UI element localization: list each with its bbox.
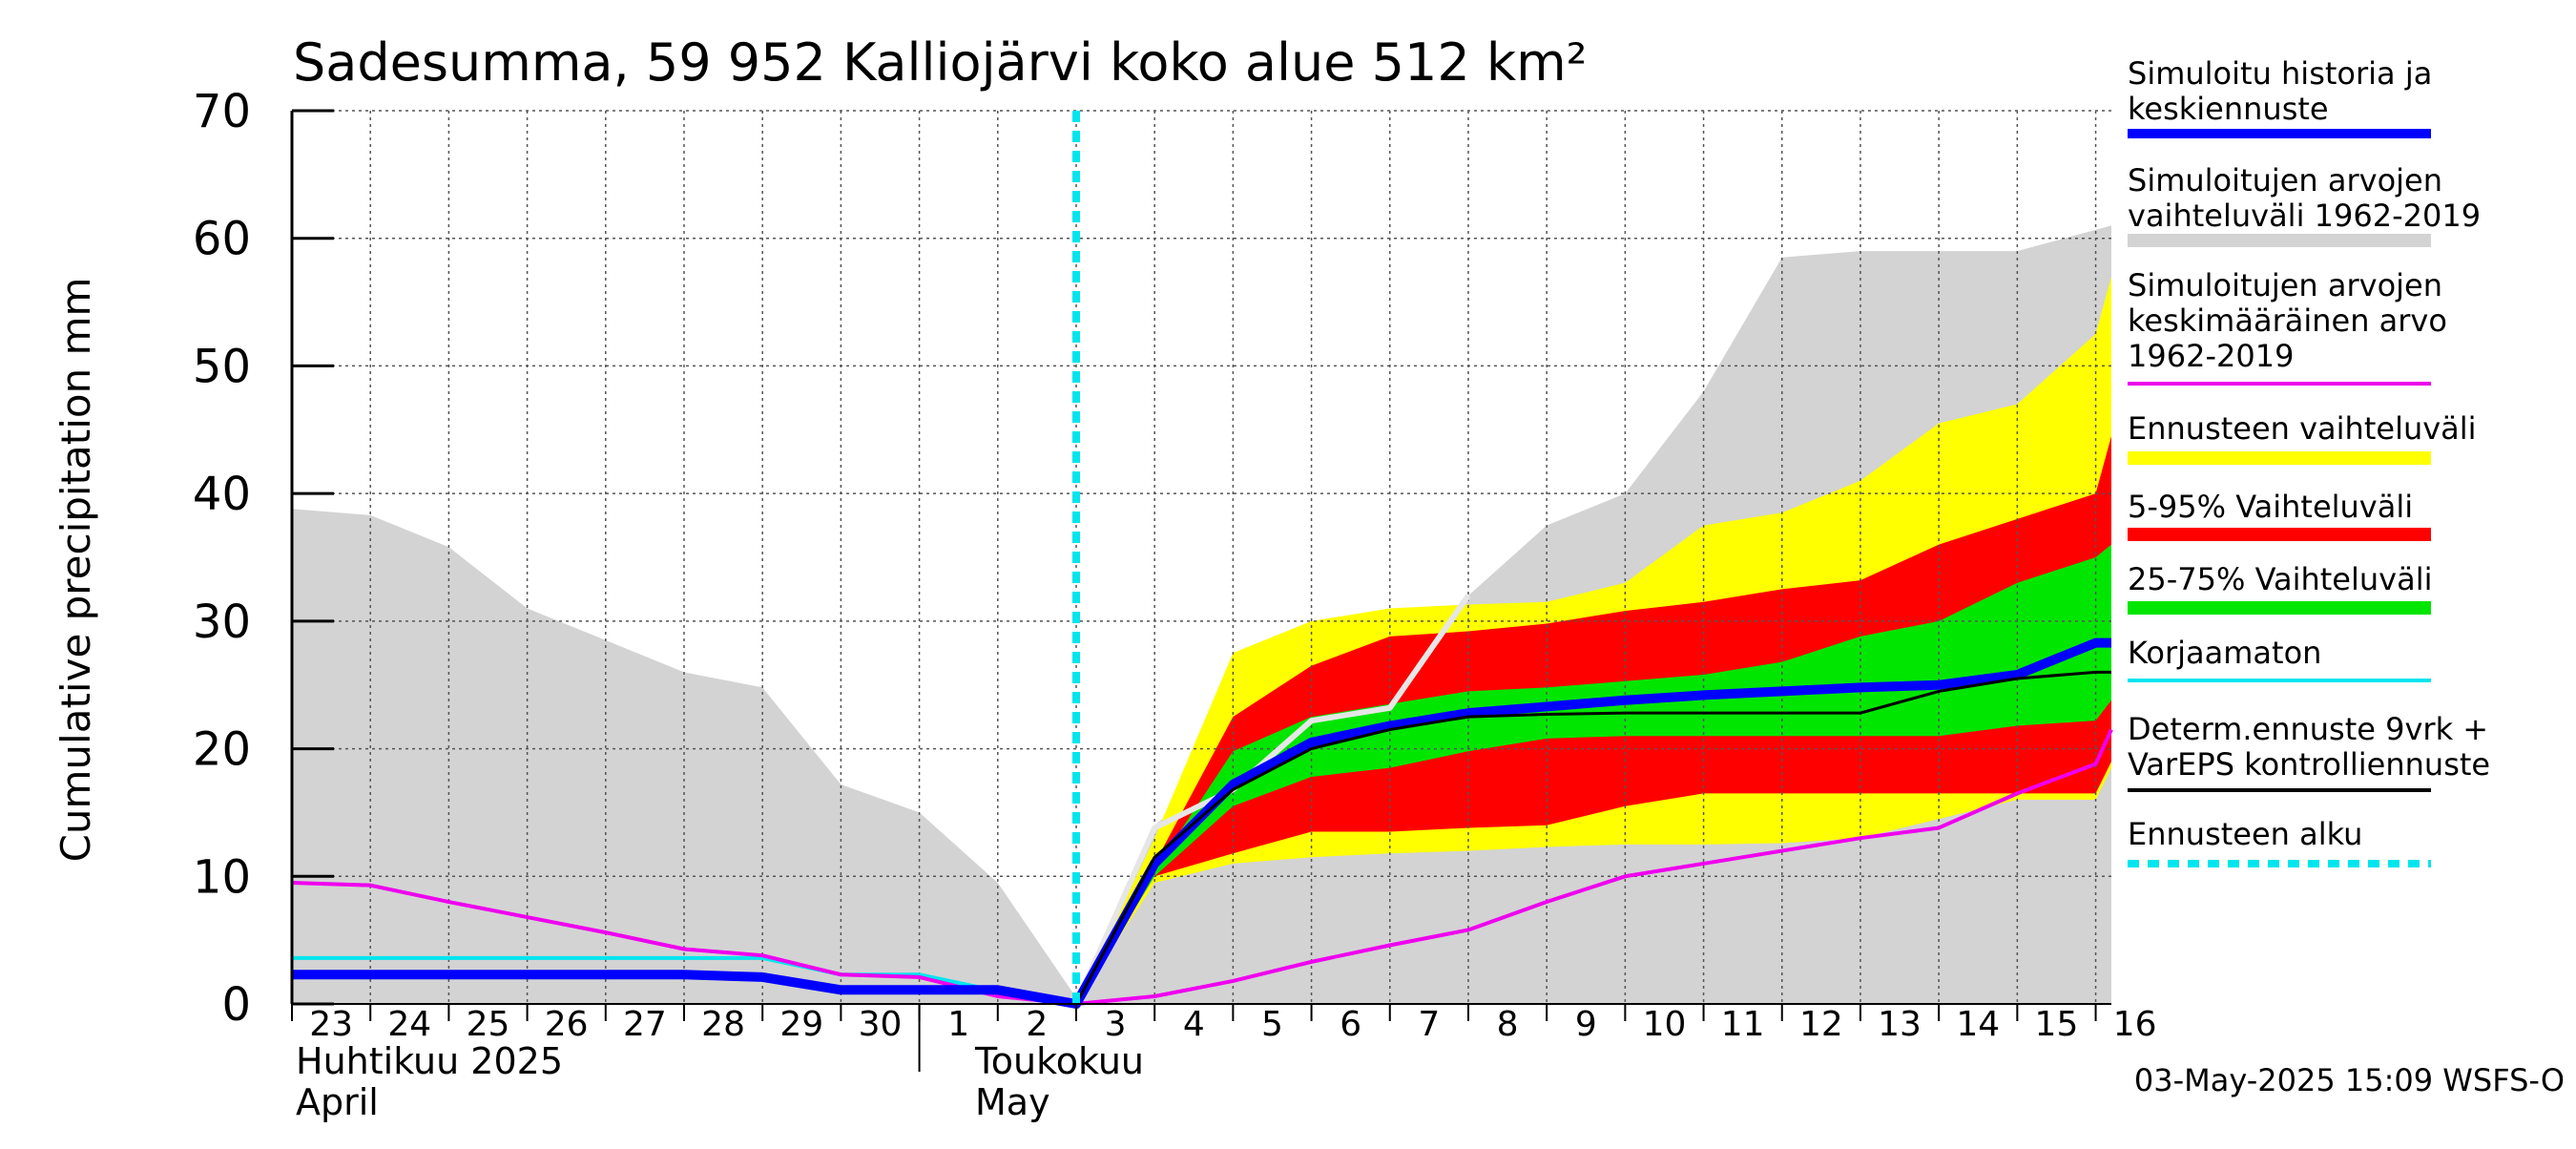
y-tick-label: 40 — [193, 468, 251, 521]
legend-item: Determ.ennuste 9vrk +VarEPS kontrollienn… — [2128, 711, 2490, 792]
x-tick-label: 7 — [1418, 1005, 1440, 1044]
legend-label: 1962-2019 — [2128, 338, 2294, 374]
footer-timestamp: 03-May-2025 15:09 WSFS-O — [2134, 1062, 2565, 1098]
x-tick-label: 27 — [623, 1005, 667, 1044]
y-tick-label: 20 — [193, 723, 251, 777]
x-tick-label: 24 — [387, 1005, 431, 1044]
climatology-upper-line — [1073, 594, 1471, 1006]
legend-label: Ennusteen alku — [2128, 816, 2362, 852]
x-tick-label: 25 — [467, 1005, 510, 1044]
lines-layer — [291, 111, 2113, 1009]
y-tick-label: 0 — [221, 978, 251, 1032]
x-tick-label: 14 — [1956, 1005, 2000, 1044]
legend-label: Determ.ennuste 9vrk + — [2128, 711, 2488, 747]
x-tick-label: 12 — [1799, 1005, 1843, 1044]
x-tick-label: 3 — [1105, 1005, 1127, 1044]
legend-item: Ennusteen alku — [2128, 816, 2431, 867]
y-tick-label: 70 — [193, 85, 251, 138]
x-tick-label: 4 — [1183, 1005, 1205, 1044]
p25-75-band — [1075, 544, 2111, 1004]
x-tick-label: 5 — [1261, 1005, 1283, 1044]
x-tick-label: 13 — [1878, 1005, 1922, 1044]
legend-item: Ennusteen vaihteluväli — [2128, 410, 2477, 465]
legend-label: Korjaamaton — [2128, 635, 2321, 671]
uncorrected-line — [292, 955, 1077, 1006]
x-tick-label: 23 — [309, 1005, 353, 1044]
grid-layer — [292, 110, 2111, 1004]
legend-label: 25-75% Vaihteluväli — [2128, 561, 2432, 597]
month-label-may-fi: Toukokuu — [974, 1040, 1144, 1082]
x-tick-label: 6 — [1340, 1005, 1361, 1044]
legend-label: Ennusteen vaihteluväli — [2128, 410, 2477, 447]
x-tick-label: 30 — [859, 1005, 903, 1044]
y-tick-label: 10 — [193, 850, 251, 904]
month-label-april-en: April — [296, 1081, 379, 1123]
x-tick-label: 28 — [701, 1005, 745, 1044]
x-tick-label: 15 — [2035, 1005, 2079, 1044]
y-tick-label: 60 — [193, 213, 251, 266]
legend: Simuloitu historia jakeskiennusteSimuloi… — [2128, 55, 2490, 867]
bands-layer — [292, 225, 2111, 1005]
legend-label: Simuloitujen arvojen — [2128, 162, 2442, 198]
x-tick-label: 16 — [2113, 1005, 2157, 1044]
y-tick-label: 50 — [193, 340, 251, 393]
x-tick-label: 2 — [1026, 1005, 1048, 1044]
x-tick-label: 9 — [1575, 1005, 1597, 1044]
legend-item: 5-95% Vaihteluväli — [2128, 489, 2431, 541]
legend-label: VarEPS kontrolliennuste — [2128, 746, 2490, 783]
legend-label: 5-95% Vaihteluväli — [2128, 489, 2413, 525]
x-tick-label: 29 — [779, 1005, 823, 1044]
mean-line — [291, 728, 2113, 1006]
month-label-april-fi: Huhtikuu 2025 — [296, 1040, 563, 1082]
y-tick-label: 30 — [193, 595, 251, 649]
legend-item: Korjaamaton — [2128, 635, 2431, 682]
simulated-line — [292, 637, 2111, 1009]
x-tick-label: 26 — [545, 1005, 589, 1044]
x-tick-label: 11 — [1721, 1005, 1765, 1044]
x-tick-label: 8 — [1497, 1005, 1519, 1044]
month-label-may-en: May — [975, 1081, 1050, 1123]
legend-label: keskiennuste — [2128, 91, 2329, 127]
legend-label: vaihteluväli 1962-2019 — [2128, 198, 2481, 234]
legend-label: Simuloitu historia ja — [2128, 55, 2432, 92]
x-tick-label: 1 — [947, 1005, 969, 1044]
x-tick-label: 10 — [1643, 1005, 1687, 1044]
y-axis-label: Cumulative precipitation mm — [52, 278, 99, 863]
legend-label: keskimääräinen arvo — [2128, 303, 2447, 339]
chart-title: Sadesumma, 59 952 Kalliojärvi koko alue … — [293, 32, 1587, 93]
determ-forecast-line — [1074, 670, 2111, 1005]
legend-label: Simuloitujen arvojen — [2128, 267, 2442, 303]
legend-item: 25-75% Vaihteluväli — [2128, 561, 2432, 615]
